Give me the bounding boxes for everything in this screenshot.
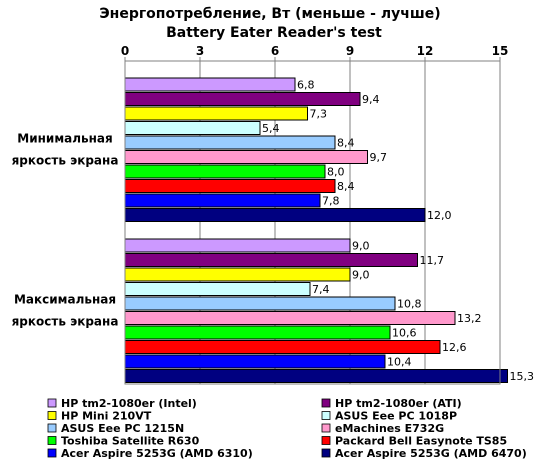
legend-label: HP tm2-1080er (Intel) (61, 397, 197, 410)
legend-label: Packard Bell Easynote TS85 (335, 435, 507, 448)
legend-label: HP tm2-1080er (ATI) (335, 397, 462, 410)
chart-subtitle: Battery Eater Reader's test (166, 25, 382, 41)
bar (124, 179, 336, 193)
data-label: 9,0 (352, 269, 370, 282)
data-label: 11,7 (420, 254, 445, 267)
data-label: 8,0 (327, 166, 345, 179)
x-tick-label: 15 (492, 44, 509, 58)
x-tick-label: 9 (346, 44, 354, 58)
data-label: 12,0 (427, 209, 452, 222)
bar (124, 267, 351, 282)
bar (124, 106, 308, 121)
legend-label: ASUS Eee PC 1215N (61, 422, 184, 435)
data-label: 9,4 (362, 93, 380, 106)
category-label: яркость экрана (12, 315, 119, 329)
plot-area-frame (124, 60, 501, 385)
legend: HP tm2-1080er (Intel) HP tm2-1080er (ATI)… (47, 397, 527, 460)
legend-swatch (47, 448, 57, 458)
legend-swatch (47, 436, 57, 445)
category-label: Максимальная (14, 293, 116, 307)
bar (124, 311, 456, 325)
bar (124, 340, 441, 354)
bar (124, 238, 351, 253)
legend-label: eMachines E732G (335, 422, 444, 435)
data-label: 8,4 (337, 180, 355, 193)
legend-swatch (321, 436, 331, 445)
bar (124, 135, 336, 150)
bar (124, 354, 386, 369)
data-label: 8,4 (337, 137, 355, 150)
data-labels: 6,89,47,35,48,49,78,08,47,812,09,011,79,… (262, 79, 534, 384)
legend-label: HP Mini 210VT (61, 410, 152, 423)
legend-swatch (321, 398, 331, 408)
legend-swatch (321, 423, 331, 433)
x-tick-label: 12 (417, 44, 434, 58)
data-label: 7,3 (310, 108, 328, 121)
legend-label: ASUS Eee PC 1018P (335, 410, 457, 423)
x-axis-ticks: 0 3 6 9 12 15 (121, 44, 509, 61)
category-labels: Минимальная яркость экрана Максимальная ярк… (12, 132, 119, 329)
data-label: 7,8 (322, 195, 340, 208)
data-label: 5,4 (262, 122, 280, 135)
bar (124, 193, 321, 208)
category-label: яркость экрана (12, 154, 119, 168)
bar (124, 92, 361, 106)
legend-label: Toshiba Satellite R630 (61, 435, 200, 448)
data-label: 10,4 (387, 356, 412, 369)
legend-label: Acer Aspire 5253G (AMD 6470) (335, 447, 527, 460)
legend-swatch (47, 423, 57, 433)
legend-swatch (47, 411, 57, 420)
data-label: 9,7 (370, 151, 388, 164)
bar (124, 296, 396, 311)
category-label: Минимальная (17, 132, 112, 146)
bar (124, 282, 311, 296)
data-label: 10,6 (392, 327, 417, 340)
bar (124, 121, 261, 135)
x-tick-label: 6 (271, 44, 279, 58)
data-label: 12,6 (442, 341, 467, 354)
bar (124, 369, 508, 383)
bar (124, 325, 391, 340)
legend-swatch (321, 448, 331, 458)
data-label: 13,2 (457, 312, 482, 325)
data-label: 6,8 (297, 79, 315, 92)
bar (124, 77, 296, 92)
x-tick-label: 3 (196, 44, 204, 58)
data-label: 7,4 (312, 283, 330, 296)
bars (124, 77, 508, 383)
data-label: 15,3 (510, 370, 535, 383)
x-tick-label: 0 (121, 44, 129, 58)
bar (124, 164, 326, 179)
data-label: 10,8 (397, 298, 422, 311)
legend-swatch (47, 398, 57, 408)
legend-label: Acer Aspire 5253G (AMD 6310) (61, 447, 253, 460)
data-label: 9,0 (352, 240, 370, 253)
bar (124, 208, 426, 222)
chart-title: Энергопотребление, Вт (меньше - лучше) (99, 6, 440, 22)
legend-swatch (321, 411, 331, 420)
bar (124, 253, 418, 267)
bar (124, 150, 368, 164)
